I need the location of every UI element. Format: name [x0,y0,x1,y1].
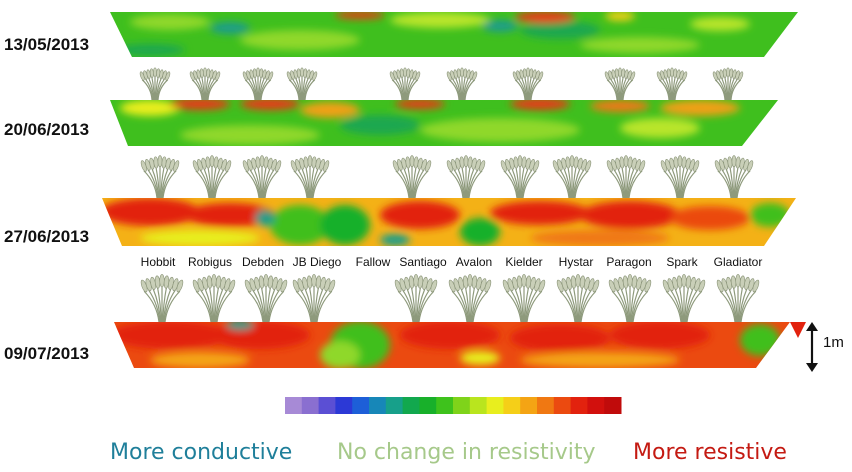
colorbar-swatch [352,397,370,414]
date-label-3: 27/06/2013 [4,227,90,246]
wheat-plant-icon [394,274,438,323]
wheat-plant-icon [242,155,282,199]
panel-20-06-2013 [110,100,778,146]
variety-label: JB Diego [292,255,342,269]
colorbar-swatch [335,397,353,414]
wheat-plant-icon [292,274,336,323]
legend-conductive: More conductive [110,440,293,465]
panel-13-05-2013 [110,12,798,57]
wheat-plant-icon [448,274,492,323]
wheat-plant-icon [446,155,486,199]
wheat-plant-icon [604,67,636,101]
wheat-plant-icon [714,155,754,199]
panel-09-07-2013 [114,322,790,368]
wheat-plant-icon [140,274,184,323]
wheat-plant-icon [606,155,646,199]
wheat-plant-icon [512,67,544,101]
wheat-plant-icon [716,274,760,323]
variety-label: Santiago [399,255,447,269]
date-label-1: 13/05/2013 [4,35,90,54]
wheat-plant-icon [140,155,180,199]
variety-label: Paragon [606,255,652,269]
variety-label: Hobbit [140,255,176,269]
date-label-4: 09/07/2013 [4,344,90,363]
panel-27-06-2013 [102,198,796,246]
wheat-plant-icon [712,67,744,101]
colorbar-swatch [486,397,504,414]
wheat-plant-icon [389,67,421,101]
wheat-plant-icon [290,155,330,199]
variety-label: Debden [241,255,285,269]
wheat-plant-icon [189,67,221,101]
colorbar [285,397,622,414]
colorbar-swatch [570,397,588,414]
variety-label: Spark [666,255,698,269]
colorbar-swatch [453,397,471,414]
wheat-plant-icon [242,67,274,101]
panel-4-edge-wedge [790,322,806,338]
wheat-plant-icon [192,155,232,199]
wheat-plant-icon [660,155,700,199]
colorbar-swatch [318,397,336,414]
legend-neutral: No change in resistivity [337,440,596,465]
wheat-plant-icon [192,274,236,323]
colorbar-swatch [604,397,622,414]
date-label-2: 20/06/2013 [4,120,90,139]
colorbar-swatch [385,397,404,414]
colorbar-swatch [419,397,437,414]
scale-label: 1m [823,334,844,351]
colorbar-swatch [537,397,555,414]
colorbar-swatch [402,397,420,414]
variety-label: Fallow [355,255,391,269]
colorbar-swatch [469,397,488,414]
colorbar-swatch [285,397,303,414]
colorbar-swatch [553,397,572,414]
colorbar-swatch [520,397,538,414]
wheat-plant-icon [608,274,652,323]
variety-label: Robigus [187,255,233,269]
variety-label: Hystar [558,255,594,269]
wheat-plant-icon [500,155,540,199]
wheat-plant-icon [552,155,592,199]
wheat-plant-icon [139,67,171,101]
wheat-plant-icon [556,274,600,323]
plants-row-20-06 [139,67,744,101]
variety-label: Gladiator [713,255,763,269]
wheat-plant-icon [392,155,432,199]
colorbar-swatch [436,397,454,414]
double-arrow-icon [806,322,818,372]
plants-row-09-07 [140,274,760,323]
wheat-plant-icon [446,67,478,101]
colorbar-swatch [301,397,320,414]
colorbar-swatch [587,397,605,414]
legend-resistive: More resistive [633,440,787,465]
plants-row-27-06 [140,155,754,199]
wheat-plant-icon [502,274,546,323]
wheat-plant-icon [656,67,688,101]
wheat-plant-icon [662,274,706,323]
colorbar-swatch [369,397,387,414]
variety-label: Kielder [505,255,543,269]
variety-label: Avalon [455,255,493,269]
wheat-plant-icon [286,67,318,101]
wheat-plant-icon [244,274,288,323]
colorbar-swatch [503,397,521,414]
